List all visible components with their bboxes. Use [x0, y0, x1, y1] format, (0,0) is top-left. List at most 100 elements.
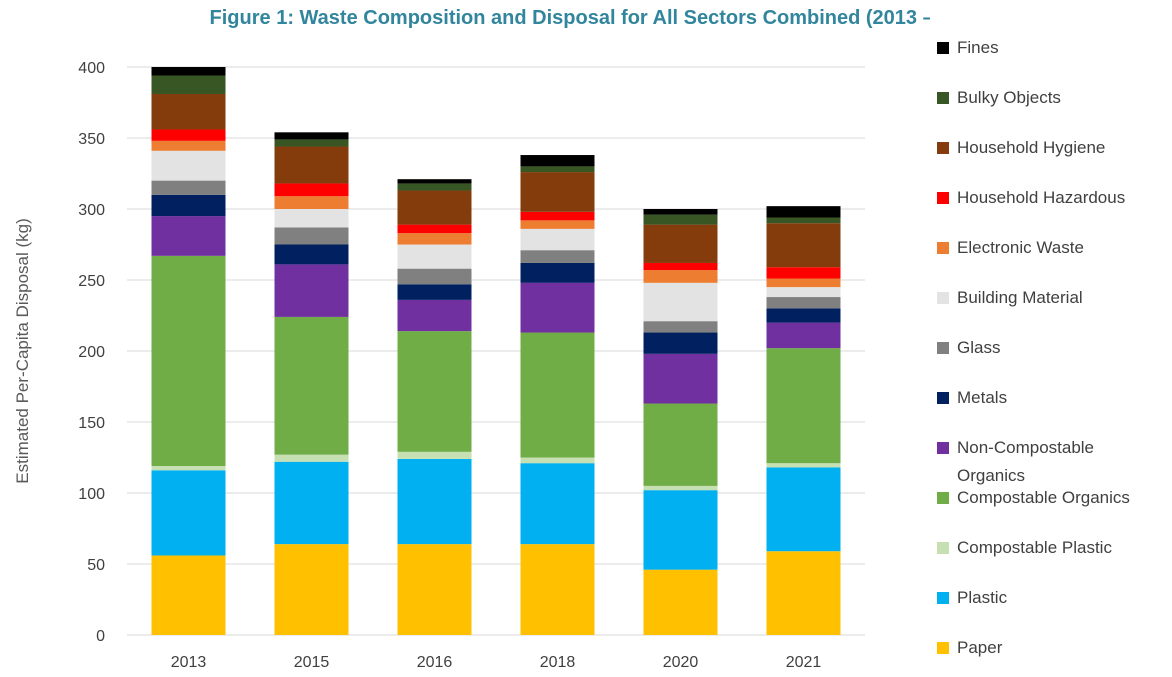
bar-segment — [274, 461, 349, 545]
legend-swatch — [937, 642, 949, 654]
legend-swatch — [937, 142, 949, 154]
legend-swatch — [937, 542, 949, 554]
bar-segment — [397, 284, 472, 300]
legend-entry: Plastic — [937, 584, 1159, 612]
legend-entry: Compostable Plastic — [937, 534, 1159, 562]
x-tick-label: 2018 — [540, 654, 576, 671]
legend-entry: Household Hazardous — [937, 184, 1159, 212]
legend-label: Compostable Plastic — [957, 538, 1112, 557]
legend-swatch — [937, 492, 949, 504]
legend-swatch — [937, 442, 949, 454]
bar-segment — [643, 224, 718, 263]
legend-swatch — [937, 342, 949, 354]
bar-segment — [520, 166, 595, 173]
bar-segment — [397, 331, 472, 452]
legend-entry: Paper — [937, 634, 1159, 662]
bar-segment — [274, 227, 349, 245]
chart: Figure 1: Waste Composition and Disposal… — [13, 7, 930, 671]
bar-segment — [151, 194, 226, 217]
legend-entry: Fines — [937, 34, 1159, 62]
bar-segment — [520, 544, 595, 635]
bar-segment — [397, 183, 472, 191]
bar-segment — [766, 217, 841, 224]
bar-segment — [274, 454, 349, 462]
bar-segment — [766, 223, 841, 268]
bar-segment — [274, 316, 349, 455]
bar-segment — [274, 209, 349, 228]
y-tick-label: 250 — [78, 273, 105, 290]
bar-segment — [151, 470, 226, 556]
bar-segment — [766, 267, 841, 279]
y-tick-label: 300 — [78, 202, 105, 219]
y-tick-label: 100 — [78, 486, 105, 503]
bar-segment — [520, 155, 595, 167]
bar-segment — [397, 544, 472, 635]
bar-segment — [643, 403, 718, 486]
legend-entry: Building Material — [937, 284, 1159, 312]
legend-swatch — [937, 392, 949, 404]
bar-segment — [766, 551, 841, 635]
legend-entry: Household Hygiene — [937, 134, 1159, 162]
y-tick-label: 350 — [78, 131, 105, 148]
legend-entry: Non-Compostable Organics — [937, 434, 1159, 490]
bar-segment — [643, 490, 718, 570]
x-tick-label: 2020 — [663, 654, 699, 671]
bar-segment — [766, 297, 841, 309]
bar-segment — [643, 282, 718, 322]
legend-label: Non-Compostable Organics — [957, 438, 1095, 485]
bar-segment — [397, 458, 472, 545]
bar-segment — [520, 211, 595, 221]
bar-segment — [643, 321, 718, 333]
bar-segment — [274, 146, 349, 184]
x-tick-label: 2021 — [786, 654, 822, 671]
bar-segment — [151, 140, 226, 151]
bar-segment — [520, 463, 595, 545]
bar-segment — [274, 132, 349, 140]
legend-label: Paper — [957, 638, 1003, 657]
legend-label: Compostable Organics — [957, 488, 1130, 507]
legend-label: Household Hygiene — [957, 138, 1106, 157]
bar-segment — [643, 569, 718, 635]
legend-entry: Metals — [937, 384, 1159, 412]
legend-swatch — [937, 92, 949, 104]
legend-label: Household Hazardous — [957, 188, 1126, 207]
bar-segment — [397, 190, 472, 225]
bar-segment — [520, 172, 595, 212]
bar-segment — [274, 139, 349, 147]
bar-segment — [397, 451, 472, 459]
bar-segment — [397, 179, 472, 184]
bar-segment — [520, 250, 595, 263]
bar-segment — [766, 322, 841, 349]
bar-segment — [643, 262, 718, 271]
legend-entry: Glass — [937, 334, 1159, 362]
bar-segment — [151, 75, 226, 94]
y-tick-label: 0 — [96, 628, 105, 645]
bar-segment — [643, 332, 718, 354]
legend-swatch — [937, 292, 949, 304]
bar-segment — [151, 555, 226, 635]
bar-segment — [274, 196, 349, 209]
legend-swatch — [937, 592, 949, 604]
bar-segment — [643, 353, 718, 404]
bar-segment — [397, 224, 472, 234]
legend-label: Plastic — [957, 588, 1008, 607]
bar-segment — [520, 220, 595, 229]
bar-segment — [766, 467, 841, 552]
bar-segment — [151, 67, 226, 76]
chart-title: Figure 1: Waste Composition and Disposal… — [210, 7, 930, 29]
bar-segment — [643, 270, 718, 283]
legend-swatch — [937, 192, 949, 204]
legend-entry: Electronic Waste — [937, 234, 1159, 262]
bar-segment — [397, 268, 472, 285]
bar-segment — [643, 485, 718, 491]
bar-segment — [766, 348, 841, 464]
y-tick-label: 50 — [87, 557, 105, 574]
legend-label: Building Material — [957, 288, 1083, 307]
legend-swatch — [937, 242, 949, 254]
bar-segment — [151, 129, 226, 141]
legend-entry: Compostable Organics — [937, 484, 1159, 512]
bar-segment — [397, 233, 472, 245]
bar-segment — [520, 228, 595, 251]
bar-segment — [397, 299, 472, 332]
bar-segment — [766, 206, 841, 218]
